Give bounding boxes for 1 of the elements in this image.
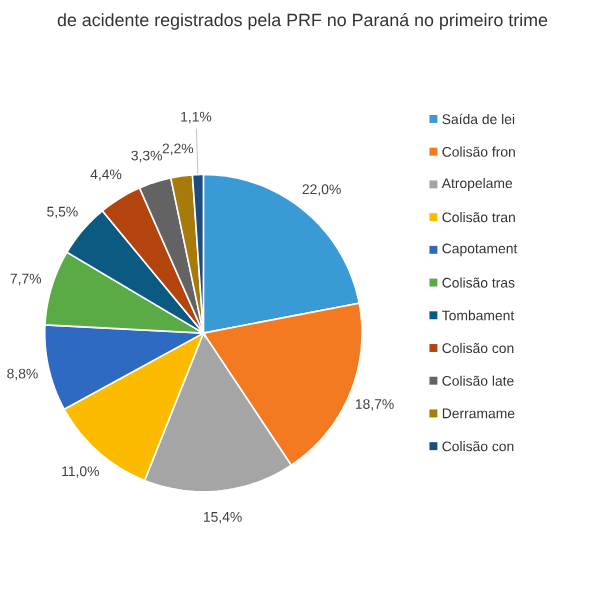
chart-title: de acidente registrados pela PRF no Paraná no primeiro trime [57,12,548,30]
